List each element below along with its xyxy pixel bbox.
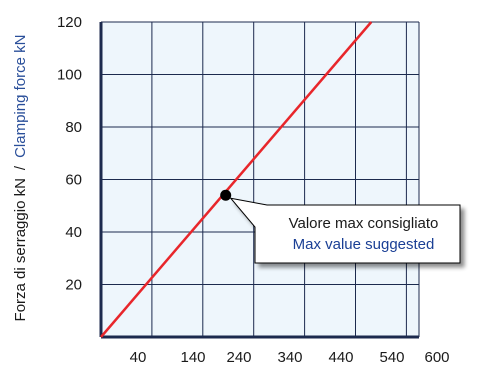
- x-tick-label: 40: [130, 349, 147, 366]
- x-tick-label: 240: [226, 349, 251, 366]
- y-tick-label: 100: [57, 67, 82, 84]
- annotation-line-1: Valore max consigliato: [289, 215, 439, 232]
- y-tick-label: 60: [65, 172, 82, 189]
- y-tick-label: 40: [65, 224, 82, 241]
- y-tick-label: 120: [57, 14, 82, 31]
- series-line: [100, 21, 373, 338]
- y-tick-label: 20: [65, 277, 82, 294]
- y-axis-label-separator: /: [12, 165, 29, 170]
- x-tick-label: 600: [424, 349, 449, 366]
- x-tick-label: 140: [180, 349, 205, 366]
- x-tick-label: 540: [379, 349, 404, 366]
- y-axis-label-english: Clamping force kN: [12, 35, 29, 158]
- annotation-box: [229, 197, 461, 264]
- y-axis-label: Forza di serraggio kN / Clamping force kN: [12, 35, 29, 322]
- x-tick-label: 340: [277, 349, 302, 366]
- marker-point: [220, 189, 232, 201]
- y-tick-label: 80: [65, 119, 82, 136]
- x-tick-label: 440: [328, 349, 353, 366]
- annotation-line-2: Max value suggested: [293, 236, 435, 253]
- y-axis-label-italian: Forza di serraggio kN: [12, 178, 29, 321]
